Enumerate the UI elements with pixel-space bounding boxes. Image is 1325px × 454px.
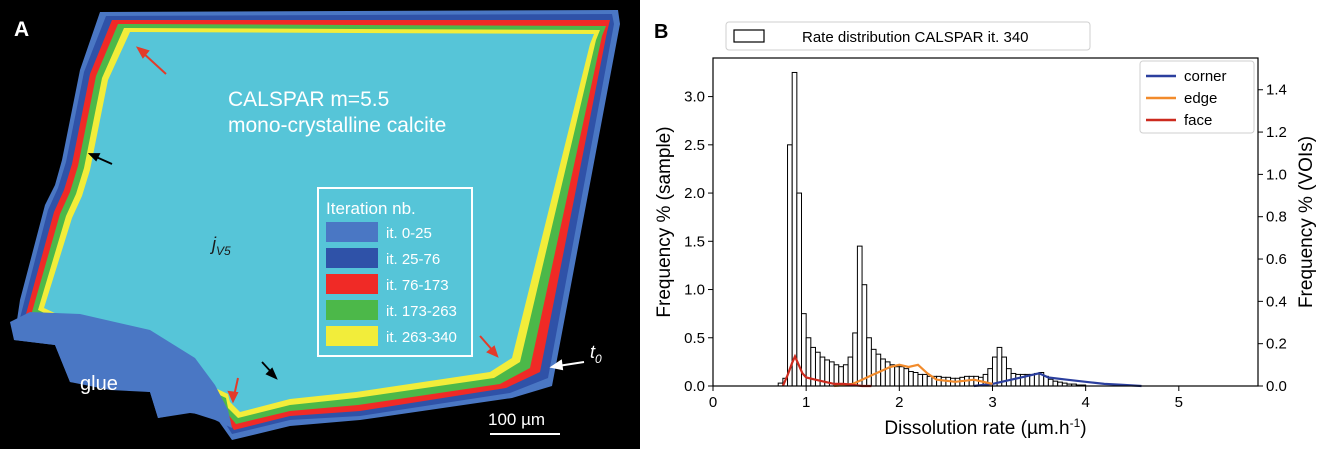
histogram-bar xyxy=(912,371,919,387)
x-axis-label: Dissolution rate (µm.h-1) xyxy=(884,416,1086,439)
white-arrow-t0 xyxy=(549,359,585,371)
series-line-corner xyxy=(973,372,1142,388)
x-tick-label: 3 xyxy=(988,394,996,411)
histogram-bar xyxy=(917,373,924,387)
y-tick-label: 1.5 xyxy=(684,233,705,250)
histogram-bar xyxy=(898,366,905,387)
series-legend-label-corner: corner xyxy=(1184,68,1227,85)
histogram-bar xyxy=(908,371,914,387)
legend-swatch-4 xyxy=(326,300,378,320)
y-tick-label: 1.0 xyxy=(684,282,705,299)
y-tick-label: 0.0 xyxy=(684,378,705,395)
histogram-bar xyxy=(870,348,877,387)
y2-axis-label: Frequency % (VOIs) xyxy=(1296,136,1317,308)
red-arrow-bottom-right xyxy=(479,335,499,358)
histogram-bar xyxy=(861,284,868,387)
histogram-bar xyxy=(903,368,910,387)
x-tick-label: 0 xyxy=(709,394,717,411)
histogram-bar xyxy=(1047,378,1054,387)
histogram-bar xyxy=(842,364,849,387)
glue-label: glue xyxy=(80,373,118,395)
t0-label: t0 xyxy=(590,342,602,366)
legend-label-1: it. 0-25 xyxy=(386,225,432,242)
x-tick-label: 5 xyxy=(1175,394,1183,411)
histogram-legend-frame xyxy=(725,21,1091,51)
y2-tick-label: 0.2 xyxy=(1266,336,1287,353)
histogram-bar xyxy=(884,361,891,387)
iteration-legend: Iteration nb. it. 0-25 it. 25-76 it. 76-17… xyxy=(317,187,473,357)
histogram-bar xyxy=(922,373,928,387)
jv5-label: jV5 xyxy=(209,234,231,258)
y-tick-label: 2.0 xyxy=(684,185,705,202)
series-line-edge xyxy=(833,363,993,388)
series-legend-label-edge: edge xyxy=(1184,90,1217,107)
legend-swatch-5 xyxy=(326,326,378,346)
histogram-bar xyxy=(880,358,886,387)
histogram-bar xyxy=(1005,368,1012,387)
x-tick-label: 2 xyxy=(895,394,903,411)
black-arrow-left xyxy=(87,153,113,165)
histogram-bar xyxy=(866,337,872,387)
series-line-face xyxy=(781,353,872,388)
series-legend-label-face: face xyxy=(1184,112,1212,129)
legend-label-3: it. 76-173 xyxy=(386,277,449,294)
histogram-bar xyxy=(796,192,803,387)
legend-swatch-1 xyxy=(326,222,378,242)
histogram-legend-label: Rate distribution CALSPAR it. 340 xyxy=(802,29,1029,46)
histogram-bar xyxy=(926,375,933,387)
panel-a-letter: A xyxy=(14,18,29,41)
panel-a-micrograph: A CALSPAR m=5.5 mono-crystalline calcite… xyxy=(0,0,640,449)
legend-title: Iteration nb. xyxy=(326,199,416,218)
histogram-bar xyxy=(852,332,858,387)
y2-tick-label: 0.6 xyxy=(1266,251,1287,268)
histogram-bar xyxy=(791,71,798,387)
micrograph-svg: A CALSPAR m=5.5 mono-crystalline calcite… xyxy=(10,10,620,440)
series-legend-frame xyxy=(1139,60,1255,134)
histogram-legend: Rate distribution CALSPAR it. 340 xyxy=(725,21,1091,51)
histogram-bar xyxy=(1052,380,1059,387)
panel-b-letter: B xyxy=(654,21,668,43)
legend-entries: it. 0-25 it. 25-76 it. 76-173 it. 173-263 it… xyxy=(326,222,457,346)
legend-frame xyxy=(317,187,473,357)
histogram-bar xyxy=(847,356,854,387)
histogram-legend-swatch xyxy=(733,29,765,43)
plot-area: 0 1 2 3 4 5 0.0 0.5 1.0 1.5 2.0 2.5 3.0 0.0 0.2 0.4 0.6 0… xyxy=(654,57,1317,439)
y-axis-label: Frequency % (sample) xyxy=(654,126,675,317)
rate-distribution-chart: B Rate distribution CALSPAR it. 340 0 1 2 3… xyxy=(654,21,1317,439)
legend-label-4: it. 173-263 xyxy=(386,303,457,320)
histogram-bar xyxy=(1015,373,1021,387)
y2-tick-label: 0.4 xyxy=(1266,293,1287,310)
histogram-bar xyxy=(787,144,793,387)
series-legend: corner edge face xyxy=(1139,60,1255,134)
histogram-bar xyxy=(894,366,900,387)
black-arrow-bottom xyxy=(261,361,278,380)
y2-tick-label: 1.4 xyxy=(1266,82,1287,99)
y-tick-label: 0.5 xyxy=(684,330,705,347)
scale-bar-label: 100 µm xyxy=(488,410,545,429)
y-tick-label: 3.0 xyxy=(684,89,705,106)
histogram-bar xyxy=(996,346,1003,387)
legend-label-5: it. 263-340 xyxy=(386,329,457,346)
glue-region xyxy=(10,312,232,428)
panel-b-chart: B Rate distribution CALSPAR it. 340 0 1 2 3… xyxy=(640,0,1325,449)
histogram-bar xyxy=(875,353,882,387)
histogram-bar xyxy=(991,356,998,387)
x-tick-label: 1 xyxy=(802,394,810,411)
sample-subtitle: mono-crystalline calcite xyxy=(228,114,446,137)
legend-label-2: it. 25-76 xyxy=(386,251,440,268)
y2-tick-label: 0.0 xyxy=(1266,378,1287,395)
red-arrow-top xyxy=(135,46,167,75)
axes-frame xyxy=(712,57,1259,387)
histogram-bar xyxy=(1033,372,1040,387)
legend-swatch-2 xyxy=(326,248,378,268)
y-tick-label: 2.5 xyxy=(684,137,705,154)
x-tick-label: 4 xyxy=(1081,394,1089,411)
histogram-bar xyxy=(856,245,863,387)
legend-swatch-3 xyxy=(326,274,378,294)
red-arrow-bottom xyxy=(227,377,239,404)
y2-tick-label: 0.8 xyxy=(1266,209,1287,226)
y2-tick-label: 1.2 xyxy=(1266,124,1287,141)
sample-title: CALSPAR m=5.5 xyxy=(228,88,389,111)
y2-tick-label: 1.0 xyxy=(1266,166,1287,183)
